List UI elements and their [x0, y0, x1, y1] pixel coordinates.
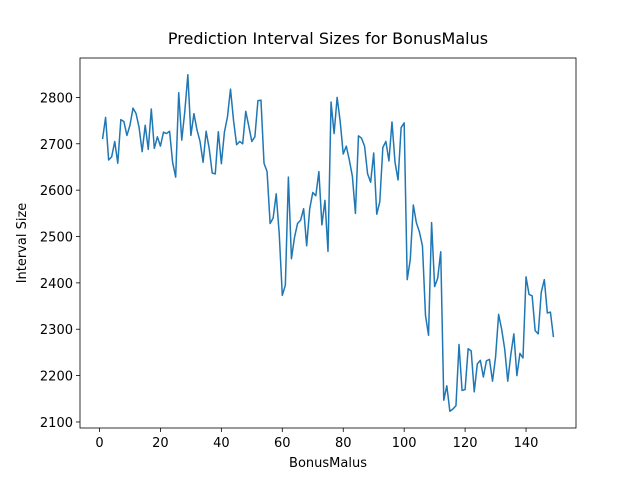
- x-tick-label: 60: [274, 436, 291, 451]
- y-tick-label: 2600: [40, 184, 73, 199]
- x-tick-label: 140: [514, 436, 539, 451]
- y-tick-label: 2200: [40, 370, 73, 385]
- x-tick-label: 40: [213, 436, 230, 451]
- data-line: [101, 73, 555, 413]
- x-tick-label: 0: [95, 436, 103, 451]
- x-tick-label: 20: [152, 436, 169, 451]
- x-tick-label: 100: [392, 436, 417, 451]
- y-tick-label: 2700: [40, 138, 73, 153]
- plot-frame: [79, 57, 577, 429]
- chart-title: Prediction Interval Sizes for BonusMalus: [168, 29, 488, 48]
- y-tick-label: 2400: [40, 277, 73, 292]
- y-axis-label: Interval Size: [15, 203, 30, 284]
- x-axis-label: BonusMalus: [289, 456, 367, 471]
- y-tick-label: 2300: [40, 323, 73, 338]
- y-tick-label: 2800: [40, 91, 73, 106]
- y-tick-label: 2100: [40, 416, 73, 431]
- y-tick-label: 2500: [40, 231, 73, 246]
- x-tick-label: 120: [453, 436, 478, 451]
- x-tick-label: 80: [335, 436, 352, 451]
